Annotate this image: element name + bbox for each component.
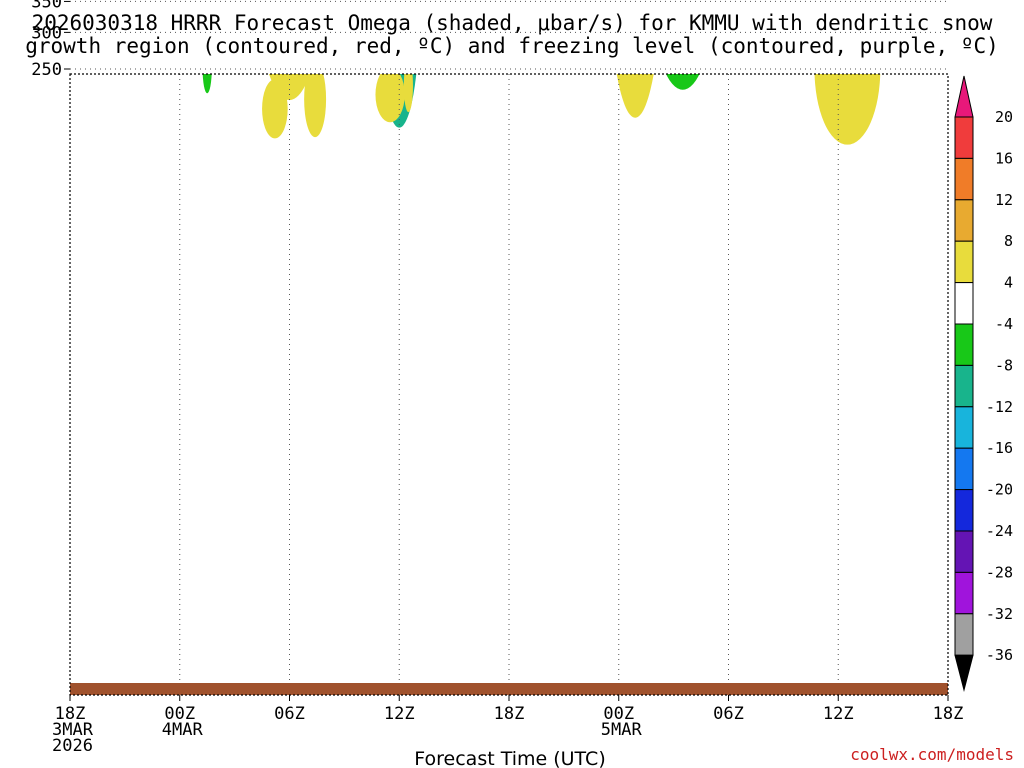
- colorbar-top-arrow: [954, 75, 974, 118]
- omega-cell-17: [262, 79, 288, 139]
- x-tick-48-line0: 18Z: [933, 704, 964, 724]
- colorbar-bin--16: [954, 406, 974, 449]
- x-tick-36-line0: 06Z: [713, 704, 744, 724]
- colorbar-tick--24: -24: [986, 522, 1013, 540]
- omega-cell-27: [375, 74, 405, 123]
- colorbar-tick--36: -36: [986, 646, 1013, 664]
- colorbar-bin-16: [954, 116, 974, 159]
- colorbar-tick-12: 12: [995, 191, 1013, 209]
- omega-cell-6: [202, 74, 212, 94]
- surface-terrain: [70, 683, 948, 695]
- colorbar-tick--32: -32: [986, 605, 1013, 623]
- colorbar-tick-20: 20: [995, 108, 1013, 126]
- y-tick-300: 300: [31, 23, 62, 43]
- x-tick-30-line1: 5MAR: [601, 720, 643, 740]
- colorbar-bin--36: [954, 613, 974, 656]
- colorbar-tick-4: 4: [1004, 274, 1013, 292]
- colorbar-bottom-arrow: [954, 654, 974, 692]
- omega-cell-44: [666, 74, 700, 90]
- y-axis: 2503003504004505005506006507007508008509…: [31, 0, 70, 80]
- chart-title-line1: 2026030318 HRRR Forecast Omega (shaded, …: [32, 11, 993, 35]
- omega-cell-64: [902, 0, 928, 5]
- x-tick-0-line1: 3MAR: [52, 720, 94, 740]
- chart-title-line2: growth region (contoured, red, ºC) and f…: [25, 34, 999, 58]
- colorbar-tick-8: 8: [1004, 232, 1013, 250]
- colorbar-tick--28: -28: [986, 563, 1013, 581]
- grid: [70, 0, 948, 695]
- colorbar-bin--4: [954, 282, 974, 325]
- y-tick-250: 250: [31, 60, 62, 80]
- colorbar-bin-12: [954, 157, 974, 201]
- colorbar-bin--20: [954, 447, 974, 491]
- x-axis-label: Forecast Time (UTC): [414, 748, 605, 768]
- x-tick-30-line0: 00Z: [603, 704, 634, 724]
- omega-shading: [178, 0, 928, 145]
- colorbar-bin--32: [954, 571, 974, 615]
- omega-cell-7: [178, 0, 181, 4]
- colorbar-tick--4: -4: [995, 315, 1013, 333]
- colorbar-tick--12: -12: [986, 398, 1013, 416]
- x-tick-6-line0: 00Z: [164, 704, 195, 724]
- colorbar-tick--20: -20: [986, 481, 1013, 499]
- omega-cell-25: [355, 0, 370, 5]
- surface-terrain-strip: [70, 683, 948, 695]
- x-tick-24-line0: 18Z: [494, 704, 525, 724]
- colorbar-tick--8: -8: [995, 356, 1013, 374]
- omega-cell-18: [304, 74, 327, 138]
- colorbar-bin-4: [954, 240, 974, 284]
- credit-link[interactable]: coolwx.com/models: [850, 745, 1014, 764]
- x-tick-12-line0: 06Z: [274, 704, 305, 724]
- colorbar-bin--8: [954, 323, 974, 366]
- omega-cell-28: [403, 74, 413, 113]
- colorbar-bin-8: [954, 199, 974, 242]
- x-tick-0-line0: 18Z: [55, 704, 86, 724]
- colorbar-bin--28: [954, 530, 974, 573]
- colorbar-tick-16: 16: [995, 149, 1013, 167]
- x-tick-18-line0: 12Z: [384, 704, 415, 724]
- colorbar: 20 16 12 8 4 -4 -8 -12 -16 -20 -24 -28 -32 -36: [954, 75, 1013, 692]
- x-tick-42-line0: 12Z: [823, 704, 854, 724]
- colorbar-tick--16: -16: [986, 439, 1013, 457]
- colorbar-bin--12: [954, 364, 974, 408]
- omega-cell-53: [814, 74, 881, 145]
- x-tick-6-line1: 4MAR: [162, 720, 204, 740]
- omega-cell-40: [616, 74, 654, 118]
- colorbar-bin--24: [954, 489, 974, 532]
- x-tick-0-line2: 2026: [52, 736, 93, 756]
- y-tick-350: 350: [31, 0, 62, 12]
